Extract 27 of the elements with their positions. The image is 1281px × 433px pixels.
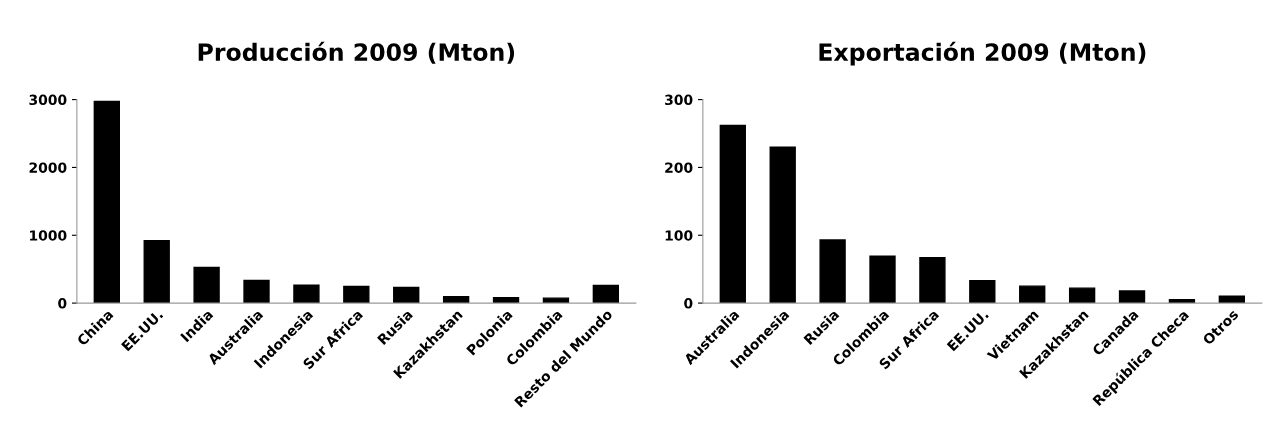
chart-title: Producción 2009 (Mton) xyxy=(198,41,515,64)
bar xyxy=(93,100,120,304)
bar xyxy=(869,255,896,304)
bar xyxy=(592,284,620,304)
bar xyxy=(243,279,270,304)
bar xyxy=(293,284,320,304)
bar xyxy=(393,286,420,304)
bar xyxy=(719,124,746,304)
y-tick-label: 1000 xyxy=(30,230,67,241)
y-tick-label: 300 xyxy=(665,94,693,106)
bar xyxy=(143,240,170,304)
bar xyxy=(819,239,846,304)
y-tick-label: 100 xyxy=(665,230,693,241)
bar xyxy=(919,256,946,304)
chart-title: Exportación 2009 (Mton) xyxy=(819,41,1146,66)
y-tick-label: 0 xyxy=(58,298,67,309)
y-tick-label: 3000 xyxy=(29,94,67,106)
bar xyxy=(1118,290,1146,304)
bar xyxy=(769,146,796,304)
bar xyxy=(193,266,220,304)
bar xyxy=(1068,287,1096,304)
y-tick-label: 200 xyxy=(665,162,693,173)
y-tick-label: 2000 xyxy=(29,162,67,173)
bar xyxy=(343,285,370,304)
y-tick-label: 0 xyxy=(684,298,693,309)
bar xyxy=(969,280,996,304)
bar xyxy=(1019,285,1046,304)
